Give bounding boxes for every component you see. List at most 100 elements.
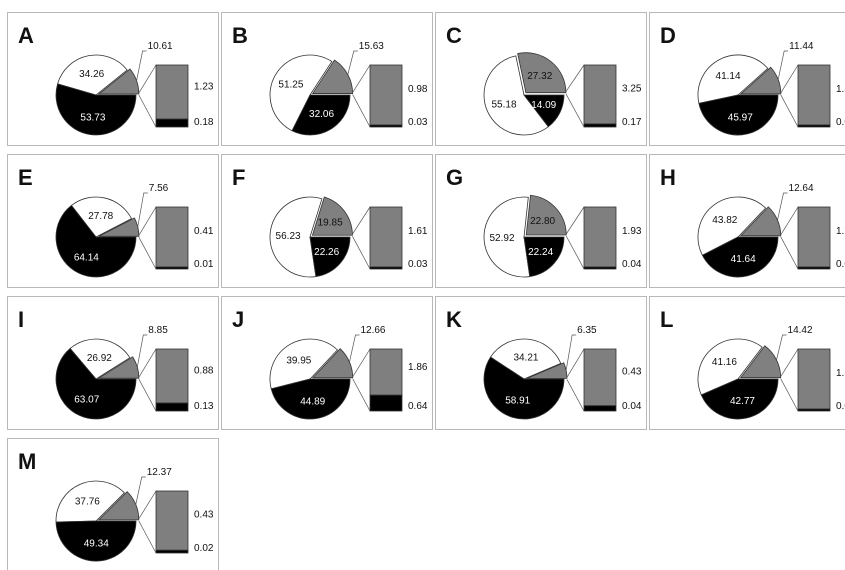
bar-label-black: 0.18 (194, 117, 214, 128)
pie-bar-chart: H 1.73 0.04 43.82 41.64 12.64 (660, 165, 845, 278)
bar-segment-gray (155, 490, 189, 551)
pie-bar-chart: F 1.61 0.03 56.23 22.26 19.85 (232, 165, 428, 278)
pie-slice-black (700, 378, 779, 420)
bar-label-black: 0.03 (836, 117, 845, 128)
bar-label-gray: 1.30 (836, 84, 845, 95)
slice-label-gray: 12.64 (789, 183, 814, 194)
slice-label-white: 39.95 (286, 356, 311, 367)
pie-slice-black (309, 236, 351, 278)
chart-panel-i: I 0.88 0.13 26.92 63.07 8.85 (7, 296, 219, 430)
connector-line-bottom (138, 94, 157, 128)
panel-letter: L (660, 307, 673, 332)
slice-label-black: 14.09 (531, 100, 556, 111)
panel-letter: I (18, 307, 24, 332)
panel-letter: D (660, 23, 676, 48)
connector-line-top (138, 206, 157, 236)
gray-label-leader (136, 50, 147, 81)
pie-slice-black (55, 83, 137, 136)
pie-slice-gray (739, 66, 782, 95)
pie-bar-chart: M 0.43 0.02 37.76 49.34 12.37 (18, 449, 214, 562)
pie-slice-black (291, 94, 351, 136)
pie-slice-white (697, 338, 763, 396)
slice-label-gray: 8.85 (148, 325, 168, 336)
bar-segment-black (583, 266, 617, 270)
chart-panel-c: C 3.25 0.17 55.18 14.09 27.32 (435, 12, 647, 146)
pie-slice-gray (311, 348, 354, 379)
panel-letter: B (232, 23, 248, 48)
connector-line-bottom (138, 520, 157, 554)
slice-label-black: 64.14 (74, 252, 99, 263)
pie-bar-chart: D 1.30 0.03 41.14 45.97 11.44 (660, 23, 845, 136)
panel-letter: K (446, 307, 462, 332)
bar-segment-gray (797, 348, 831, 410)
pie-bar-chart: K 0.43 0.04 34.21 58.91 6.35 (446, 307, 642, 420)
gray-label-leader (349, 334, 360, 363)
chart-panel-f: F 1.61 0.03 56.23 22.26 19.85 (221, 154, 433, 288)
slice-label-gray: 19.85 (318, 218, 343, 229)
bar-label-gray: 1.58 (836, 368, 845, 379)
connector-line-top (352, 206, 371, 235)
bar-segment-black (583, 123, 617, 128)
pie-slice-black (523, 236, 565, 278)
connector-line-top (780, 64, 799, 94)
slice-label-gray: 7.56 (149, 183, 169, 194)
pie-slice-gray (525, 194, 567, 236)
bar-segment-gray (369, 348, 403, 396)
connector-line-bottom (138, 379, 157, 412)
bar-segment-black (155, 266, 189, 270)
bar-label-gray: 1.61 (408, 226, 428, 237)
slice-label-black: 58.91 (505, 396, 530, 407)
pie-slice-black (55, 520, 137, 562)
connector-line-bottom (352, 94, 371, 128)
pie-slice-black (483, 356, 565, 420)
slice-label-gray: 15.63 (359, 41, 384, 52)
pie-bar-chart: I 0.88 0.13 26.92 63.07 8.85 (18, 307, 214, 420)
gray-label-leader (347, 50, 358, 75)
slice-label-white: 34.21 (513, 353, 538, 364)
bar-label-gray: 0.98 (408, 84, 428, 95)
slice-label-black: 22.26 (314, 247, 339, 258)
slice-label-black: 49.34 (84, 539, 109, 550)
panel-letter: F (232, 165, 245, 190)
slice-label-gray: 22.80 (530, 216, 555, 227)
slice-label-gray: 27.32 (527, 71, 552, 82)
bar-label-black: 0.03 (408, 259, 428, 270)
slice-label-gray: 12.66 (360, 325, 385, 336)
pie-slice-black (270, 378, 351, 420)
bar-segment-gray (155, 348, 189, 404)
chart-panel-l: L 1.58 0.03 41.16 42.77 14.42 (649, 296, 845, 430)
slice-label-white: 27.78 (88, 211, 113, 222)
bar-segment-gray (583, 348, 617, 407)
bar-label-gray: 3.25 (622, 84, 642, 95)
slice-label-black: 42.77 (730, 396, 755, 407)
bar-label-black: 0.03 (408, 117, 428, 128)
slice-label-gray: 10.61 (148, 41, 173, 52)
bar-label-gray: 0.43 (622, 367, 642, 378)
pie-slice-white (483, 196, 531, 278)
bar-label-gray: 1.23 (194, 81, 214, 92)
bar-segment-black (583, 405, 617, 412)
slice-label-black: 41.64 (731, 254, 756, 265)
slice-label-white: 41.14 (716, 71, 741, 82)
pie-slice-white (269, 54, 333, 132)
slice-label-white: 37.76 (75, 496, 100, 507)
slice-label-white: 26.92 (87, 353, 112, 364)
bar-segment-gray (369, 206, 403, 268)
bar-label-black: 0.02 (194, 543, 214, 554)
pie-slice-gray (739, 345, 782, 379)
pie-slice-gray (311, 196, 353, 236)
slice-label-gray: 6.35 (577, 325, 597, 336)
bar-segment-gray (797, 64, 831, 126)
pie-slice-white (269, 338, 338, 390)
connector-line-top (138, 64, 157, 94)
panel-letter: E (18, 165, 33, 190)
bar-segment-black (155, 402, 189, 412)
connector-line-top (138, 490, 157, 520)
pie-slice-black (55, 204, 137, 278)
pie-slice-black (55, 347, 137, 420)
chart-panel-d: D 1.30 0.03 41.14 45.97 11.44 (649, 12, 845, 146)
connector-line-bottom (565, 235, 585, 270)
bar-segment-black (369, 394, 403, 412)
chart-panel-a: A 1.23 0.18 34.26 53.73 10.61 (7, 12, 219, 146)
pie-slice-white (57, 54, 128, 96)
